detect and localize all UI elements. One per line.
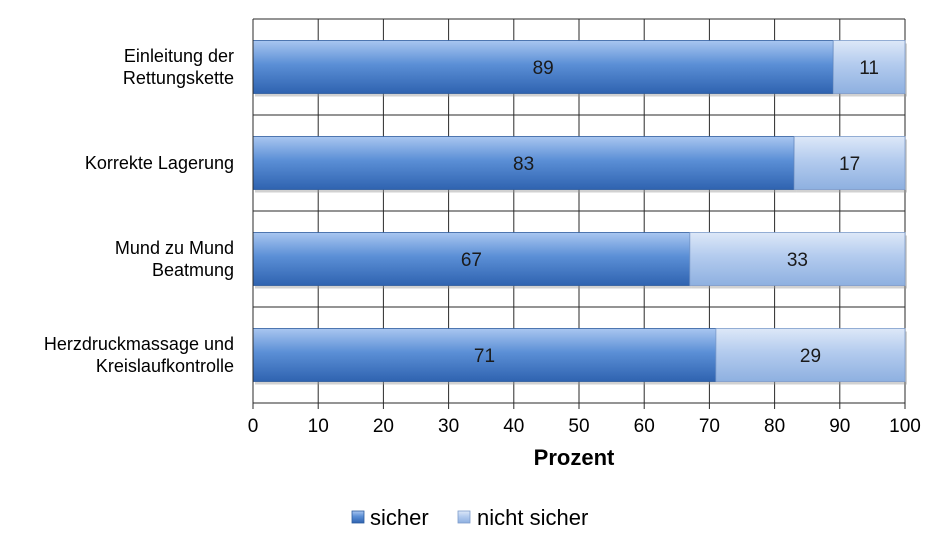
bar-nicht-sicher <box>715 328 906 382</box>
bar-sicher <box>252 232 691 286</box>
data-label: 83 <box>513 154 534 175</box>
category-label: Rettungskette <box>123 68 234 88</box>
category-label: Mund zu Mund <box>115 238 234 258</box>
bar-sicher <box>252 136 795 190</box>
x-tick-label: 60 <box>634 416 655 437</box>
bars <box>252 40 907 385</box>
bar-sicher <box>252 40 834 94</box>
axes <box>252 19 906 409</box>
legend-swatch-sicher <box>351 510 365 524</box>
data-label: 67 <box>461 250 482 271</box>
category-label: Korrekte Lagerung <box>85 153 234 173</box>
data-label: 33 <box>787 250 808 271</box>
bar-nicht-sicher <box>832 40 906 94</box>
category-label: Einleitung der <box>124 46 234 66</box>
bar-sicher <box>252 328 717 382</box>
labels: 0 10 20 30 40 50 60 70 80 90 100 89 11 Einleitung der… <box>44 46 921 437</box>
x-tick-label: 50 <box>568 416 589 437</box>
data-label: 71 <box>474 346 495 367</box>
x-axis-title: Prozent <box>534 445 615 470</box>
bar-nicht-sicher <box>689 232 906 286</box>
legend: sicher nicht sicher <box>351 505 588 530</box>
category-label: Beatmung <box>152 260 234 280</box>
x-tick-label: 70 <box>699 416 720 437</box>
data-label: 89 <box>533 58 554 79</box>
data-label: 29 <box>800 346 821 367</box>
category-label: Herzdruckmassage und <box>44 334 234 354</box>
bar-nicht-sicher <box>793 136 906 190</box>
x-tick-label: 80 <box>764 416 785 437</box>
x-tick-label: 10 <box>308 416 329 437</box>
x-tick-label: 100 <box>889 416 921 437</box>
category-label: Kreislaufkontrolle <box>96 356 234 376</box>
x-tick-label: 90 <box>829 416 850 437</box>
data-label: 17 <box>839 154 860 175</box>
legend-swatch-nicht-sicher <box>457 510 471 524</box>
x-tick-label: 40 <box>503 416 524 437</box>
x-tick-label: 20 <box>373 416 394 437</box>
legend-label: nicht sicher <box>477 505 588 530</box>
legend-label: sicher <box>370 505 429 530</box>
x-tick-label: 0 <box>248 416 259 437</box>
x-tick-label: 30 <box>438 416 459 437</box>
data-label: 11 <box>859 58 879 79</box>
